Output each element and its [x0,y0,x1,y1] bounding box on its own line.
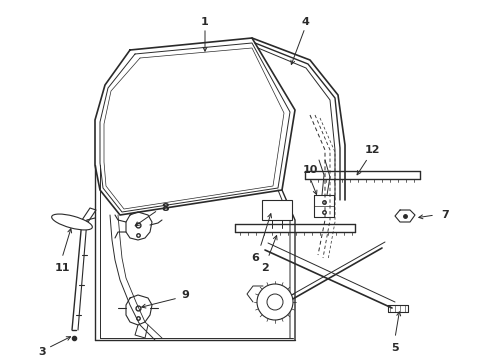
Text: 7: 7 [441,210,449,220]
Bar [262,200,292,220]
Ellipse shape [51,214,92,230]
Text: 8: 8 [161,203,169,213]
Text: 2: 2 [261,263,269,273]
Circle shape [257,284,293,320]
Text: 4: 4 [301,17,309,27]
Circle shape [267,294,283,310]
Text: 11: 11 [54,263,70,273]
Text: 5: 5 [391,343,399,353]
Text: 1: 1 [201,17,209,27]
Text: 9: 9 [181,290,189,300]
Text: 6: 6 [251,253,259,263]
Text: 12: 12 [364,145,380,155]
Text: 10: 10 [302,165,318,175]
Text: 3: 3 [38,347,46,357]
